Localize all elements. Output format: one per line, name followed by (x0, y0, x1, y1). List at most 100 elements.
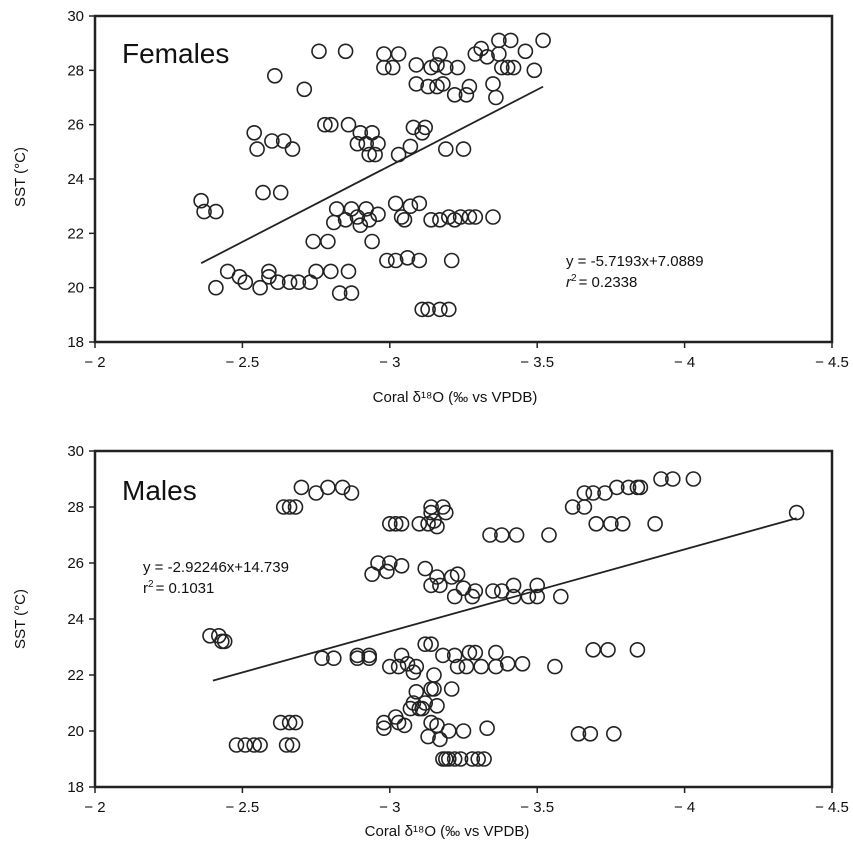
data-point (429, 697, 445, 714)
y-tick-label: 20 (67, 280, 84, 297)
data-point (417, 119, 434, 136)
plot-frame (93, 449, 834, 789)
data-point (452, 751, 469, 767)
data-point (331, 285, 348, 301)
data-point (517, 43, 534, 60)
data-point (432, 301, 448, 318)
data-point (411, 195, 428, 212)
r-squared-superscript: 2 (148, 579, 154, 590)
y-tick-label: 24 (67, 171, 84, 188)
data-point (479, 48, 495, 65)
data-point (317, 116, 333, 133)
data-point (281, 499, 298, 515)
data-point (455, 141, 472, 157)
x-axis-label: Coral δ¹⁸O (‰ vs VPDB) (373, 389, 538, 406)
data-point (381, 515, 398, 532)
data-point (334, 479, 351, 496)
data-point (432, 577, 448, 594)
data-point (440, 723, 457, 739)
data-point (541, 527, 557, 543)
data-point (603, 515, 619, 532)
data-point (449, 658, 466, 675)
panel-title: Males (122, 475, 197, 506)
data-point (287, 499, 304, 515)
data-point (526, 62, 543, 79)
data-point (284, 737, 301, 753)
data-point (429, 57, 445, 73)
data-point (435, 76, 451, 92)
data-point (349, 135, 366, 152)
data-point (620, 479, 637, 496)
data-point (417, 695, 434, 711)
data-point (364, 233, 380, 250)
data-point (269, 274, 286, 291)
data-point (449, 59, 466, 76)
data-point (281, 714, 298, 731)
data-point (390, 46, 407, 62)
x-tick-label: − 3 (379, 354, 400, 371)
data-point (314, 650, 330, 667)
data-point (423, 577, 439, 594)
data-point (393, 647, 410, 664)
data-point (467, 583, 484, 599)
data-point (196, 203, 212, 220)
panel-males: Males − 2 − 2.5 − 3 − 3.5 − 4 − 4.5 18 20 22 24 26… (12, 443, 849, 840)
trendline (212, 517, 797, 682)
panel-females: Females − 2 − 2.5 − 3 − 3.5 − 4 − 4.5 18 20 22 24… (12, 8, 849, 406)
y-tick-label: 24 (67, 611, 84, 628)
data-point (417, 560, 434, 577)
y-axis-label: SST (°C) (12, 147, 29, 207)
data-point (570, 725, 587, 742)
data-point (664, 471, 681, 487)
data-point (488, 658, 504, 675)
data-point (547, 658, 563, 675)
data-point (458, 87, 475, 103)
data-point (435, 647, 451, 664)
data-point (343, 285, 360, 301)
data-point (653, 471, 669, 487)
data-point (608, 479, 625, 496)
data-point (275, 133, 292, 149)
y-tick-label: 30 (67, 8, 84, 25)
data-point (340, 116, 357, 133)
y-tick-label: 26 (67, 555, 84, 572)
data-point (387, 515, 404, 532)
data-point (467, 46, 484, 62)
data-point (514, 655, 531, 672)
data-point (582, 725, 599, 742)
data-point (443, 252, 460, 269)
r-squared-symbol: r (143, 580, 148, 597)
data-point (461, 644, 478, 661)
data-point (272, 184, 289, 201)
data-point (470, 751, 487, 767)
data-point (193, 192, 209, 209)
data-point (352, 217, 369, 233)
data-point (399, 655, 416, 672)
data-point (284, 141, 301, 157)
data-point (437, 504, 454, 521)
data-point (379, 563, 395, 580)
data-point (488, 644, 504, 661)
data-point (505, 59, 522, 76)
regression-equation: y = -5.7193x+7.0889 (566, 253, 704, 270)
data-point (370, 206, 386, 223)
data-point (605, 725, 622, 742)
data-point (499, 59, 516, 76)
data-point (437, 59, 454, 76)
data-point (467, 644, 484, 661)
data-point (379, 252, 395, 269)
data-point (249, 141, 265, 157)
data-point (408, 76, 425, 92)
data-point (322, 263, 339, 280)
data-point (420, 301, 436, 318)
data-point (343, 485, 360, 501)
data-point (491, 32, 507, 49)
data-point (393, 515, 410, 532)
regression-equation: y = -2.92246x+14.739 (143, 559, 289, 576)
data-point (588, 515, 605, 532)
data-point (485, 209, 501, 225)
data-point (420, 78, 436, 95)
data-point (340, 263, 357, 280)
data-point (278, 737, 295, 753)
data-point (502, 32, 519, 49)
